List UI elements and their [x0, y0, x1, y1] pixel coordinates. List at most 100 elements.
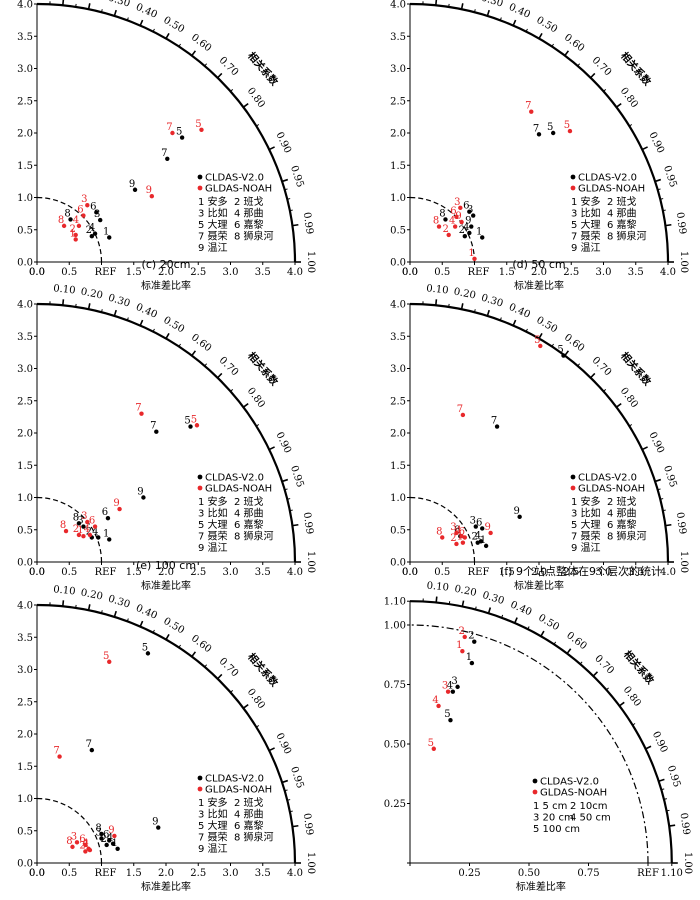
corr-tick: [564, 50, 570, 57]
legend-station: 4 那曲: [234, 809, 264, 821]
corr-tick: [87, 604, 91, 611]
legend-station: 6 嘉黎: [234, 819, 264, 832]
corr-minor-tick: [501, 614, 504, 618]
x-tick-label: 2.5: [563, 567, 579, 578]
point-label: 4: [463, 222, 469, 233]
x-tick-label: 1.5: [499, 567, 515, 578]
data-point: [83, 842, 88, 848]
x-tick-label: 3.0: [596, 567, 612, 578]
corr-tick-label: 0.95: [288, 765, 305, 790]
point-label: 9: [455, 211, 461, 222]
point-label: 6: [476, 517, 482, 528]
point-label: 8: [439, 208, 445, 219]
x-tick-label: 3.0: [596, 267, 612, 278]
x-tick-label: 0.5: [61, 868, 77, 879]
x-tick-label: 0.25: [458, 868, 480, 879]
corr-tick: [165, 32, 170, 39]
outer-arc: [409, 2, 670, 263]
corr-minor-tick: [152, 328, 155, 332]
legend-station: 1 安多: [198, 796, 228, 809]
outer-arc: [36, 302, 297, 563]
y-tick-label: 0.5: [17, 225, 33, 236]
y-tick-label: 0.0: [17, 859, 33, 870]
legend-marker: [570, 174, 576, 180]
x-tick-label: 3.5: [628, 267, 644, 278]
point-label: 4: [475, 530, 481, 541]
corr-tick: [62, 600, 65, 607]
corr-tick-label: 0.30: [480, 293, 505, 310]
data-point: [145, 651, 151, 656]
outer-arc: [409, 302, 670, 563]
reference-arc: [36, 797, 103, 864]
data-point: [194, 423, 200, 428]
y-tick-label: 2.5: [390, 396, 406, 407]
corr-minor-tick: [126, 618, 129, 622]
corr-minor-tick: [629, 424, 633, 427]
corr-tick: [658, 778, 665, 783]
y-tick-label: 0.5: [390, 225, 406, 236]
corr-tick-label: 0.40: [134, 603, 159, 622]
point-label: 7: [150, 421, 156, 432]
data-point: [454, 214, 459, 220]
y-tick-label: 1.5: [390, 161, 406, 172]
y-tick-label: 3.5: [17, 32, 33, 43]
corr-tick-label: 0.99: [674, 212, 688, 236]
panel-1: (a) 5 cm0.00.00.50.51.01.51.52.02.02.52.…: [17, 0, 316, 292]
y-tick-label: 4.0: [17, 601, 33, 612]
legend-station: 6 嘉黎: [234, 218, 264, 231]
point-label: 6: [89, 516, 95, 527]
x-tick-label: 0.5: [434, 267, 450, 278]
data-point: [454, 530, 459, 536]
legend-station: 2 10cm: [570, 801, 608, 812]
corr-minor-tick: [525, 328, 528, 332]
corr-minor-tick: [553, 641, 557, 645]
corr-tick: [217, 673, 223, 680]
corr-tick-label: 0.99: [301, 212, 315, 236]
corr-tick-label: 1.00: [682, 852, 693, 874]
legend-station: 4 那曲: [234, 208, 264, 220]
point-label: 8: [436, 526, 442, 537]
y-tick-label: 1.00: [384, 621, 406, 632]
data-point: [436, 703, 441, 709]
y-tick-label: 2.0: [17, 129, 33, 140]
legend-series-label: CLDAS-V2.0: [540, 777, 599, 788]
x-tick-label: 0.0: [29, 868, 45, 879]
legend-station: 8 狮泉河: [234, 230, 274, 243]
point-label: 3: [451, 676, 457, 687]
corr-tick-label: 0.80: [245, 86, 267, 110]
y-tick-label: 2.0: [17, 730, 33, 741]
point-label: 4: [447, 681, 453, 692]
legend-station: 1 安多: [198, 195, 228, 208]
point-label: 6: [463, 201, 469, 212]
point-label: 1: [70, 228, 76, 239]
corr-tick-label: 0.20: [80, 587, 104, 602]
data-point: [460, 412, 466, 418]
data-point: [460, 648, 465, 654]
corr-minor-tick: [577, 63, 581, 67]
x-axis-title: 标准差比率: [514, 579, 564, 592]
y-tick-label: 3.0: [390, 64, 406, 75]
legend-marker: [570, 485, 576, 491]
y-tick-label: 1.5: [390, 461, 406, 472]
legend-station: 6 嘉黎: [607, 218, 637, 231]
corr-tick: [113, 610, 117, 618]
corr-tick: [139, 620, 144, 627]
x-tick-label: 4.0: [287, 868, 303, 879]
legend-station: 7 聂荣: [198, 832, 228, 844]
x-tick-label: 3.5: [628, 567, 644, 578]
y-tick-label: 0.0: [390, 558, 406, 569]
data-point: [74, 840, 80, 845]
corr-tick-label: 0.95: [665, 764, 682, 789]
data-point: [92, 524, 98, 529]
data-point: [57, 754, 62, 759]
point-label: 6: [103, 829, 109, 840]
legend-station: 9 温江: [571, 242, 601, 254]
corr-minor-tick: [629, 124, 633, 127]
corr-tick-label: 0.90: [273, 731, 293, 756]
point-label: 1: [476, 226, 482, 237]
data-point: [454, 541, 459, 547]
corr-axis-title: 相关系数: [618, 49, 655, 89]
